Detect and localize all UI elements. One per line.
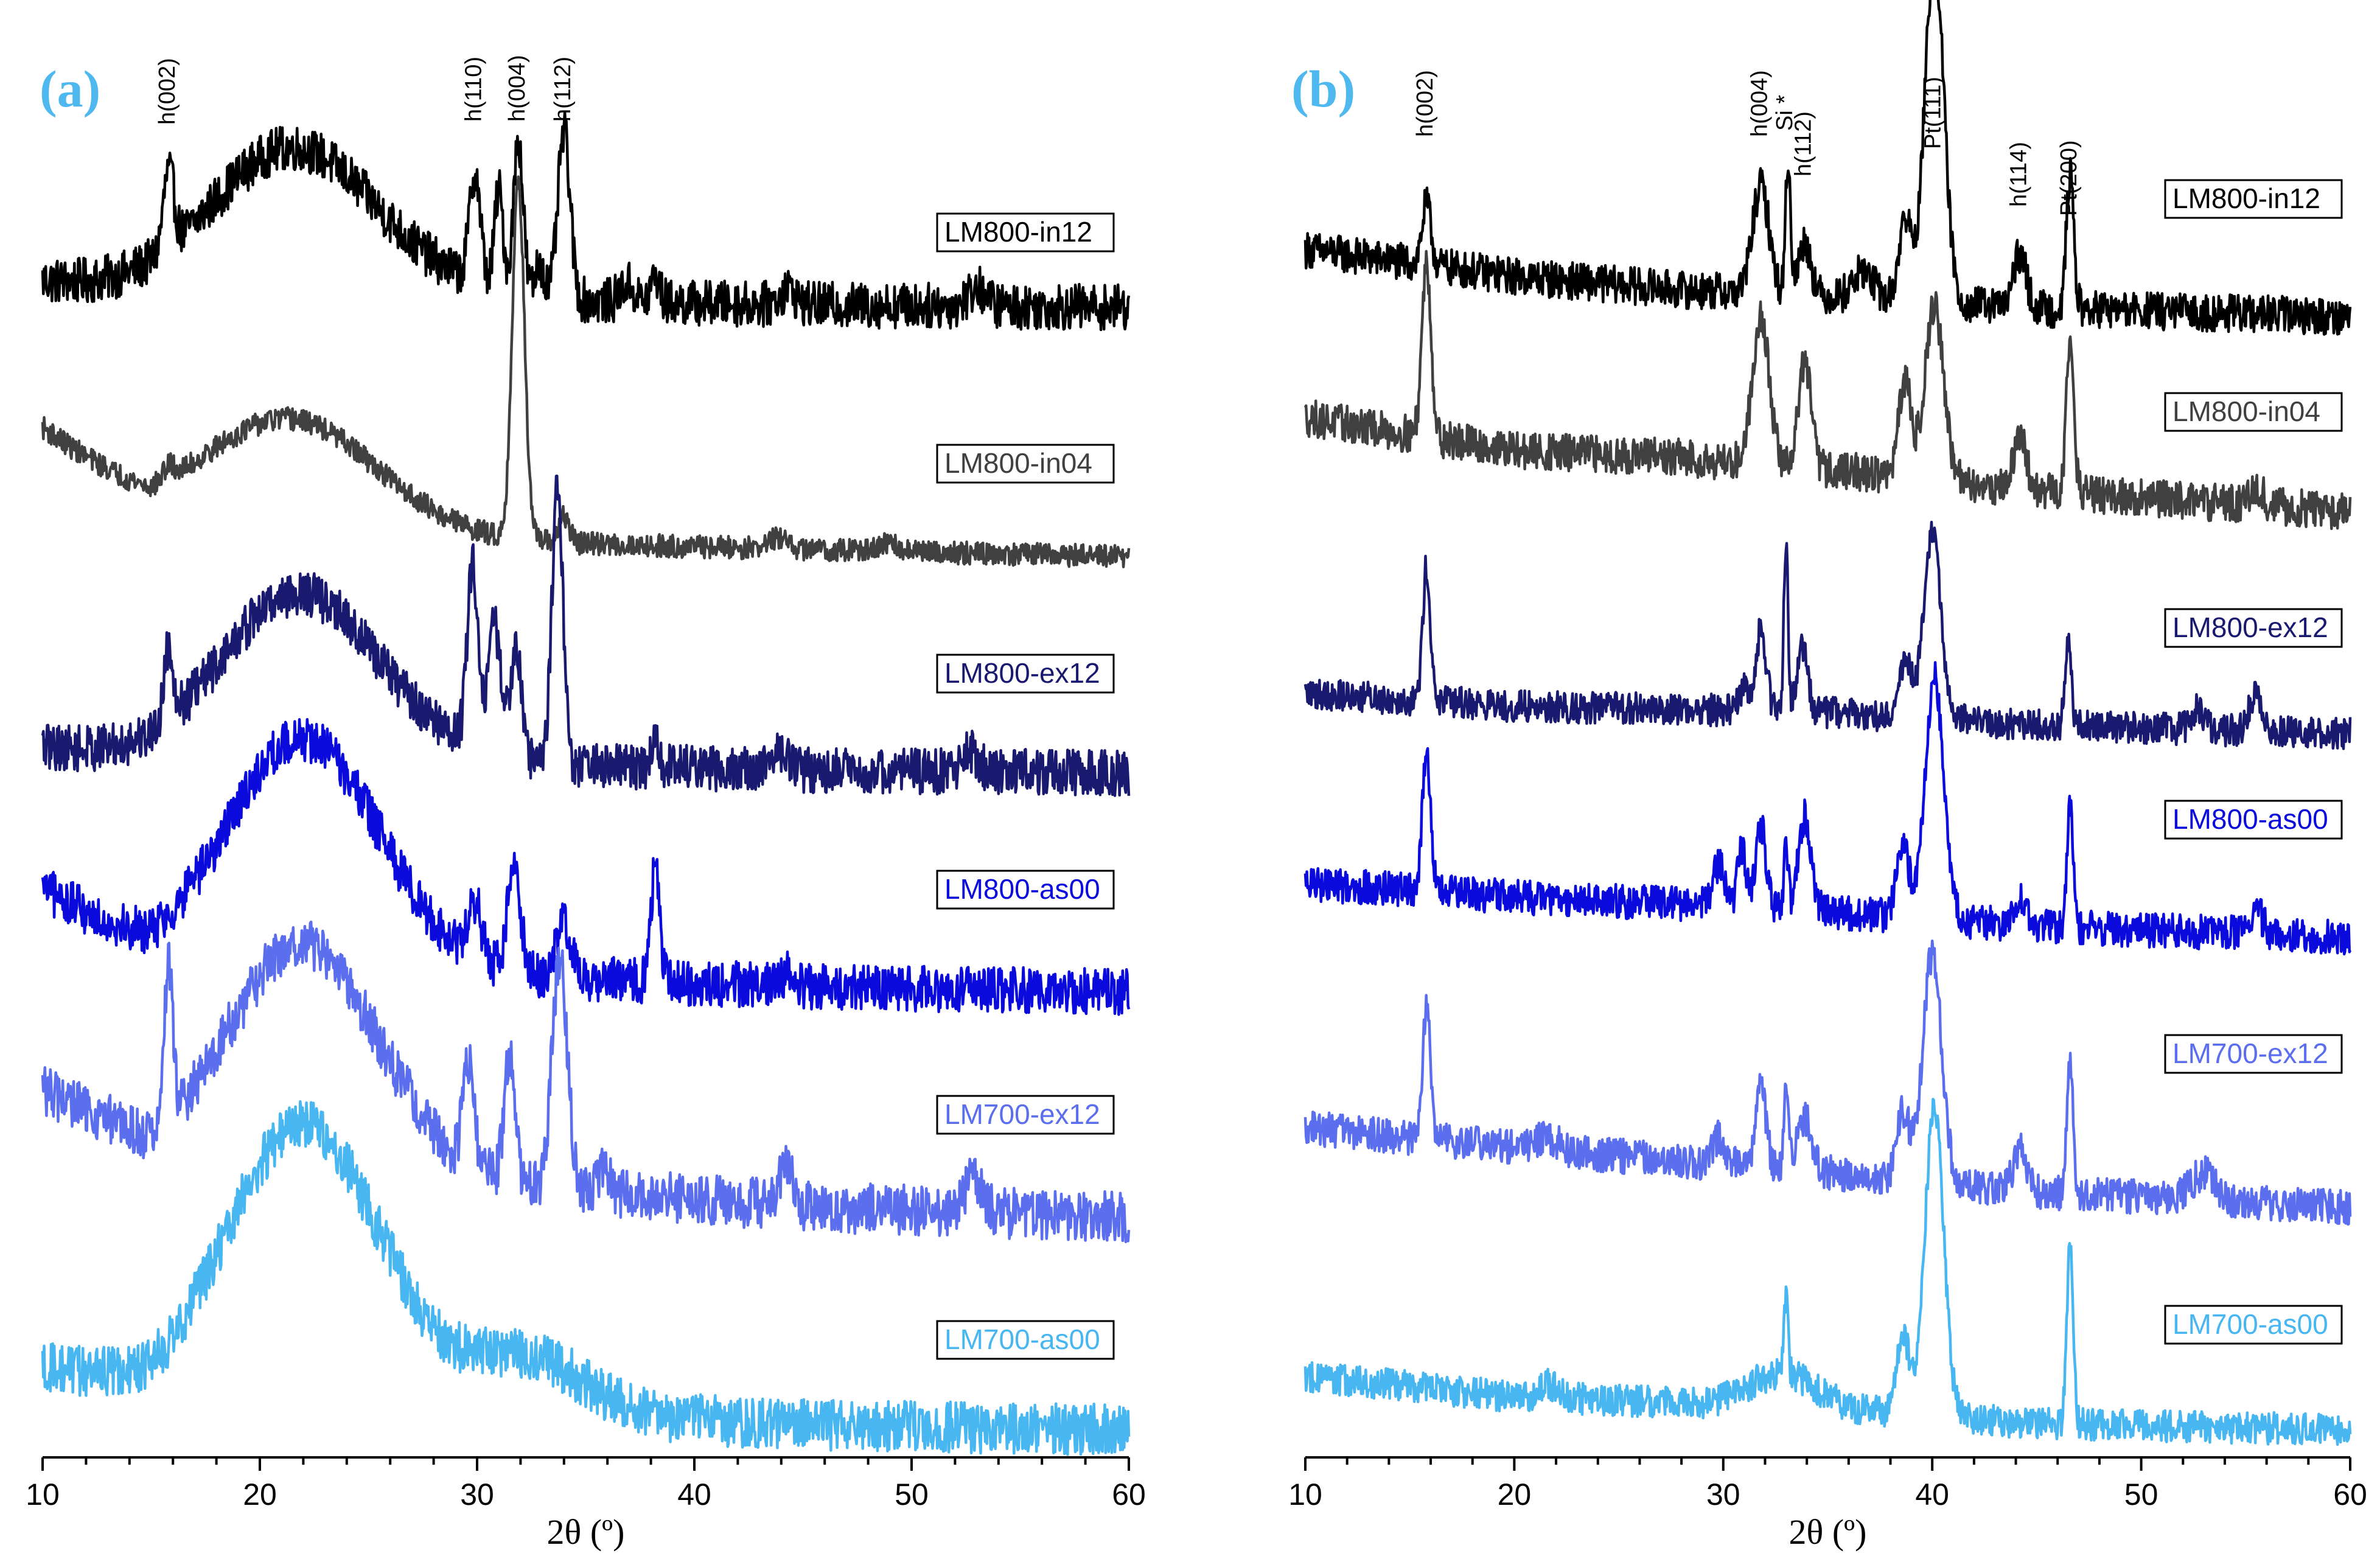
peak-label: h(112) (550, 57, 576, 122)
legend-box (936, 212, 1115, 253)
x-tick-label: 60 (2333, 1477, 2367, 1512)
peak-label: h(004) (1747, 70, 1773, 137)
panel-label: (a) (40, 60, 100, 118)
peak-label: Si * (1772, 95, 1798, 131)
x-tick-label: 10 (1288, 1477, 1322, 1512)
legend-label: LM800-in04 (944, 447, 1092, 479)
panel-label: (b) (1291, 60, 1355, 118)
x-axis-title: 2θ (º) (547, 1512, 625, 1552)
series-line-lm700-ex12 (1303, 939, 2352, 1226)
x-tick-label: 40 (677, 1477, 711, 1512)
legend-label: LM800-ex12 (2172, 612, 2328, 643)
series-line-lm800-as00 (1303, 661, 2352, 956)
series-line-lm700-as00 (41, 1100, 1131, 1456)
legend-box (2164, 179, 2343, 219)
x-tick-label: 20 (243, 1477, 277, 1512)
legend-entry: LM800-in12 (2164, 179, 2343, 219)
legend-entry: LM800-in04 (936, 444, 1115, 484)
legend-box (2164, 800, 2343, 840)
legend-entry: LM700-ex12 (2164, 1034, 2343, 1074)
x-tick-label: 60 (1112, 1477, 1146, 1512)
series-line-lm800-in12 (1303, 0, 2352, 336)
legend-label: LM700-ex12 (944, 1098, 1100, 1130)
series-line-lm800-ex12 (41, 474, 1131, 797)
legend-label: LM700-as00 (944, 1324, 1100, 1355)
legend-entry: LM800-in12 (936, 212, 1115, 253)
x-axis-title: 2θ (º) (1789, 1512, 1867, 1552)
legend-label: LM800-in04 (2172, 396, 2320, 427)
legend-box (2164, 1034, 2343, 1074)
legend-entry: LM700-as00 (2164, 1305, 2343, 1345)
x-tick-label: 10 (26, 1477, 60, 1512)
peak-label: h(110) (461, 57, 486, 122)
legend-entry: LM800-in04 (2164, 392, 2343, 432)
legend-entry: LM800-as00 (936, 870, 1115, 910)
x-tick-label: 50 (895, 1477, 929, 1512)
panel-b: (b) LM800-in12 LM800-in04 LM800-ex12 LM800-a… (1288, 0, 2367, 1552)
legend-entry: LM700-as00 (936, 1320, 1115, 1360)
legend-box (936, 654, 1115, 694)
peak-label: Pt(200) (2056, 140, 2082, 216)
series-line-lm800-in04 (41, 175, 1131, 568)
x-tick-label: 30 (1706, 1477, 1740, 1512)
legend-label: LM800-ex12 (944, 657, 1100, 689)
peak-label: h(114) (2006, 142, 2031, 207)
x-tick-label: 40 (1915, 1477, 1949, 1512)
legend-entry: LM700-ex12 (936, 1095, 1115, 1135)
x-tick-label: 50 (2124, 1477, 2158, 1512)
legend-label: LM800-as00 (944, 873, 1100, 905)
legend-box (2164, 608, 2343, 648)
panel-a: (a) LM800-in12 LM800-in04 LM800-ex12 LM800-a… (26, 55, 1146, 1552)
legend-label: LM700-as00 (2172, 1308, 2328, 1340)
legend-label: LM700-ex12 (2172, 1038, 2328, 1069)
legend-entry: LM800-ex12 (2164, 608, 2343, 648)
series-line-lm800-as00 (41, 718, 1131, 1016)
peak-label: Pt(111) (1921, 77, 1946, 149)
peak-label: h(112) (1791, 111, 1816, 176)
series-line-lm800-in04 (1303, 249, 2352, 531)
series-line-lm800-in12 (41, 110, 1131, 332)
legend-box (936, 1320, 1115, 1360)
series-line-lm800-ex12 (1303, 520, 2352, 750)
series-line-lm700-ex12 (41, 920, 1131, 1244)
legend-box (936, 1095, 1115, 1135)
legend-box (2164, 392, 2343, 432)
legend-label: LM800-in12 (944, 216, 1092, 248)
peak-label: h(004) (504, 55, 530, 122)
legend-box (936, 444, 1115, 484)
x-tick-label: 20 (1498, 1477, 1532, 1512)
legend-box (2164, 1305, 2343, 1345)
legend-entry: LM800-ex12 (936, 654, 1115, 694)
legend-label: LM800-as00 (2172, 803, 2328, 835)
legend-box (936, 870, 1115, 910)
peak-label: h(002) (155, 58, 180, 125)
peak-label: h(002) (1412, 70, 1438, 137)
series-line-lm700-as00 (1303, 1098, 2352, 1446)
x-tick-label: 30 (460, 1477, 494, 1512)
legend-entry: LM800-as00 (2164, 800, 2343, 840)
legend-label: LM800-in12 (2172, 183, 2320, 214)
